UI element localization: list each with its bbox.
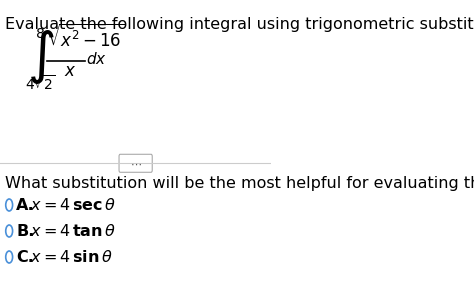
Text: A.: A. [16,197,35,212]
Text: $4\sqrt{2}$: $4\sqrt{2}$ [25,74,56,93]
Text: Evaluate the following integral using trigonometric substitution.: Evaluate the following integral using tr… [5,17,474,32]
Text: $x=4\,\mathbf{sin}\,\theta$: $x=4\,\mathbf{sin}\,\theta$ [30,249,112,265]
Text: $x=4\,\mathbf{sec}\,\theta$: $x=4\,\mathbf{sec}\,\theta$ [30,197,116,213]
Text: C.: C. [16,249,34,264]
FancyBboxPatch shape [119,154,152,172]
Text: $dx$: $dx$ [86,51,107,67]
Text: $\cdots$: $\cdots$ [130,158,142,168]
Text: $x$: $x$ [64,62,76,80]
Text: $8$: $8$ [36,27,46,41]
Text: What substitution will be the most helpful for evaluating this integral?: What substitution will be the most helpf… [5,176,474,191]
Text: $\sqrt{x^2-16}$: $\sqrt{x^2-16}$ [47,24,125,51]
Text: $\int$: $\int$ [27,28,55,86]
Text: $x=4\,\mathbf{tan}\,\theta$: $x=4\,\mathbf{tan}\,\theta$ [30,223,116,239]
Text: B.: B. [16,223,35,238]
